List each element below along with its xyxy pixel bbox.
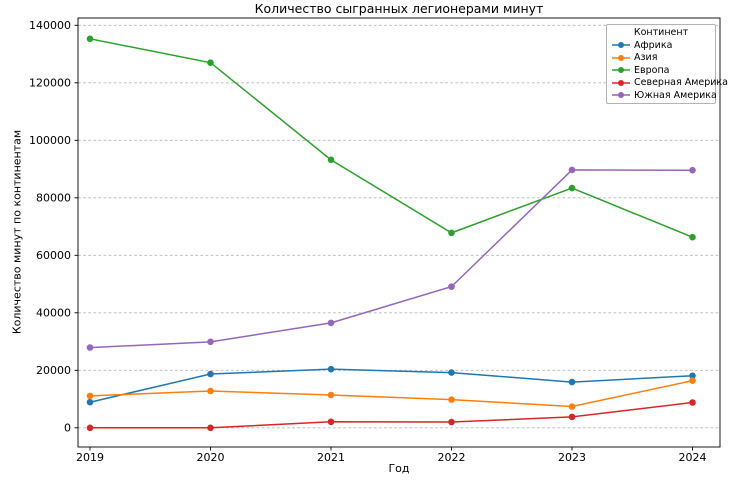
data-point bbox=[207, 370, 214, 378]
y-tick-label: 100000 bbox=[29, 134, 71, 147]
data-point bbox=[568, 413, 576, 421]
series-line bbox=[89, 169, 693, 349]
axes-border bbox=[77, 17, 721, 448]
data-point bbox=[448, 369, 455, 376]
data-point bbox=[207, 338, 214, 346]
legend-label: Северная Америка bbox=[634, 77, 728, 89]
series-Азия bbox=[86, 377, 696, 410]
legend-item-3: Северная Америка bbox=[607, 77, 728, 90]
data-point bbox=[86, 424, 94, 432]
legend-title: Континент bbox=[633, 27, 689, 38]
legend-label: Южная Америка bbox=[634, 89, 717, 101]
data-point bbox=[448, 229, 455, 237]
legend-line-marker-icon bbox=[612, 92, 630, 99]
series-line bbox=[89, 38, 693, 238]
data-point bbox=[689, 372, 696, 380]
data-point bbox=[568, 184, 576, 192]
y-tick-label: 120000 bbox=[29, 77, 71, 90]
x-tick-label: 2020 bbox=[197, 451, 225, 464]
legend-line-marker-icon bbox=[612, 79, 630, 86]
data-point bbox=[327, 319, 335, 327]
data-point bbox=[86, 344, 94, 351]
x-tick-label: 2022 bbox=[438, 451, 466, 464]
legend-item-1: Азия bbox=[607, 52, 715, 65]
y-tick-label: 0 bbox=[64, 422, 71, 435]
series-Африка bbox=[86, 365, 696, 406]
data-point bbox=[86, 398, 94, 406]
y-tick-label: 80000 bbox=[36, 192, 71, 205]
legend-item-0: Африка bbox=[607, 39, 715, 52]
data-point bbox=[327, 365, 335, 373]
data-point bbox=[327, 418, 335, 426]
legend-line-marker-icon bbox=[612, 54, 630, 61]
legend-item-4: Южная Америка bbox=[607, 89, 717, 102]
chart-title: Количество сыгранных легионерами минут bbox=[254, 1, 544, 16]
y-tick-label: 20000 bbox=[36, 364, 71, 377]
data-point bbox=[207, 59, 214, 66]
series-line bbox=[89, 368, 693, 403]
data-point bbox=[568, 378, 576, 386]
data-point bbox=[689, 233, 696, 241]
x-tick-label: 2021 bbox=[317, 451, 345, 464]
x-tick-label: 2023 bbox=[558, 451, 586, 464]
series-Европа bbox=[86, 35, 696, 241]
data-point bbox=[207, 387, 214, 395]
data-point bbox=[327, 391, 335, 399]
legend-items: Африка Азия Европа Северная Америка Южная Ам… bbox=[607, 39, 728, 102]
x-tick-label: 2024 bbox=[679, 451, 707, 464]
y-tick-label: 140000 bbox=[29, 19, 71, 32]
legend: Континент Африка Азия Европа Северная Амери… bbox=[606, 24, 728, 104]
series-Северная Америка bbox=[86, 399, 696, 432]
series-Южная Америка bbox=[86, 166, 696, 351]
data-point bbox=[448, 283, 455, 290]
data-point bbox=[86, 35, 94, 43]
data-point bbox=[448, 418, 455, 426]
data-point bbox=[568, 166, 576, 174]
series-line bbox=[89, 379, 693, 408]
legend-line-marker-icon bbox=[612, 67, 630, 74]
legend-line-marker-icon bbox=[612, 42, 630, 49]
x-axis-label: Год bbox=[388, 462, 410, 475]
legend-item-2: Европа bbox=[607, 64, 715, 77]
legend-label: Азия bbox=[634, 52, 658, 64]
y-tick-label: 60000 bbox=[36, 249, 71, 262]
y-tick-label: 40000 bbox=[36, 307, 71, 320]
data-point bbox=[689, 377, 696, 384]
legend-label: Европа bbox=[634, 64, 670, 76]
data-point bbox=[568, 403, 576, 410]
data-point bbox=[86, 392, 94, 400]
data-point bbox=[207, 424, 214, 432]
series-line bbox=[90, 401, 693, 429]
data-point bbox=[327, 156, 335, 164]
legend-label: Африка bbox=[634, 39, 673, 51]
data-point bbox=[689, 166, 696, 174]
data-point bbox=[448, 396, 455, 403]
x-tick-label: 2019 bbox=[76, 451, 104, 464]
data-point bbox=[689, 399, 696, 406]
